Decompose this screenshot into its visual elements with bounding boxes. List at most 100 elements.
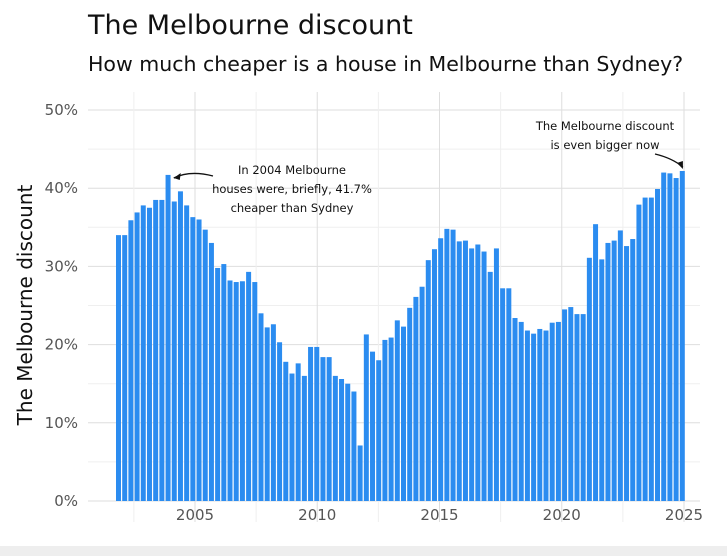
bar <box>196 219 202 502</box>
chart-title: The Melbourne discount <box>88 10 413 41</box>
bar <box>407 307 413 501</box>
bar <box>339 379 345 501</box>
chart-subtitle: How much cheaper is a house in Melbourne… <box>88 52 684 76</box>
y-tick-label: 40% <box>45 179 78 197</box>
bar <box>394 320 400 501</box>
bar <box>562 309 568 501</box>
bar <box>642 197 648 502</box>
x-tick-label: 2010 <box>298 506 336 524</box>
y-tick-label: 50% <box>45 101 78 119</box>
bar <box>140 205 146 502</box>
annotations: In 2004 Melbourne houses were, briefly, 4… <box>173 119 684 215</box>
annotation-text: In 2004 Melbourne <box>238 163 346 177</box>
bar <box>599 259 605 501</box>
bar <box>221 264 227 501</box>
bar <box>648 197 654 502</box>
x-tick-label: 2025 <box>665 506 703 524</box>
bar <box>314 346 320 501</box>
bar <box>444 228 450 501</box>
bar <box>537 328 543 501</box>
bar <box>611 240 617 501</box>
bar <box>326 357 332 501</box>
bar <box>679 170 685 501</box>
bar <box>283 361 289 501</box>
bar <box>524 330 530 501</box>
bar <box>301 375 307 501</box>
bar <box>487 271 493 501</box>
bar <box>512 318 518 501</box>
bar <box>574 314 580 501</box>
bar <box>382 339 388 501</box>
bar <box>277 342 283 501</box>
bar <box>308 346 314 501</box>
bar <box>531 333 537 501</box>
bar <box>264 327 270 501</box>
bar <box>543 330 549 501</box>
bar <box>165 174 171 501</box>
bar <box>177 191 183 501</box>
annotation-text: is even bigger now <box>550 138 659 152</box>
bar <box>351 391 357 501</box>
bar <box>134 212 140 501</box>
bar <box>388 337 394 501</box>
y-axis-ticks: 0% 10% 20% 30% 40% 50% <box>45 101 78 510</box>
bar <box>345 383 351 501</box>
bar <box>500 288 506 501</box>
bar <box>586 257 592 501</box>
bar <box>146 207 152 501</box>
bar <box>153 199 159 501</box>
bar <box>208 242 214 501</box>
bar <box>605 242 611 501</box>
bar <box>363 334 369 501</box>
bar <box>320 357 326 501</box>
y-axis-label: The Melbourne discount <box>13 185 37 427</box>
arrow-head-icon <box>676 160 683 169</box>
bar <box>370 351 376 501</box>
bar <box>190 217 196 501</box>
bar <box>518 321 524 501</box>
x-axis-ticks: 2005 2010 2015 2020 2025 <box>176 506 703 524</box>
bar <box>481 251 487 501</box>
bottom-strip <box>0 546 727 556</box>
bar <box>289 373 295 501</box>
y-tick-label: 10% <box>45 414 78 432</box>
bar <box>246 271 252 501</box>
arrow-head-icon <box>173 173 181 180</box>
bar <box>215 267 221 501</box>
bar <box>202 229 208 501</box>
bar <box>227 280 233 501</box>
bar <box>475 244 481 501</box>
x-tick-label: 2015 <box>420 506 458 524</box>
bar <box>438 238 444 502</box>
bar <box>493 248 499 501</box>
bar <box>159 199 165 501</box>
bar <box>270 324 276 501</box>
bar <box>661 172 667 501</box>
bar <box>357 445 363 501</box>
bar <box>401 326 406 501</box>
bar <box>425 260 431 501</box>
bar <box>332 375 338 501</box>
bar <box>469 248 475 501</box>
bar <box>673 178 679 501</box>
bar <box>655 188 661 501</box>
bar <box>549 322 555 501</box>
bar <box>630 239 636 501</box>
bar <box>593 224 599 501</box>
bar <box>233 282 239 501</box>
bar <box>376 360 382 501</box>
bar <box>636 204 642 501</box>
bar <box>128 220 134 501</box>
y-tick-label: 20% <box>45 336 78 354</box>
x-tick-label: 2020 <box>543 506 581 524</box>
y-tick-label: 0% <box>54 492 78 510</box>
bar <box>239 281 245 501</box>
annotation-text: houses were, briefly, 41.7% <box>212 182 372 196</box>
bar <box>122 235 128 501</box>
annotation-arrow <box>654 153 684 168</box>
bar <box>617 230 623 502</box>
bar <box>431 249 437 501</box>
bar <box>116 235 121 501</box>
